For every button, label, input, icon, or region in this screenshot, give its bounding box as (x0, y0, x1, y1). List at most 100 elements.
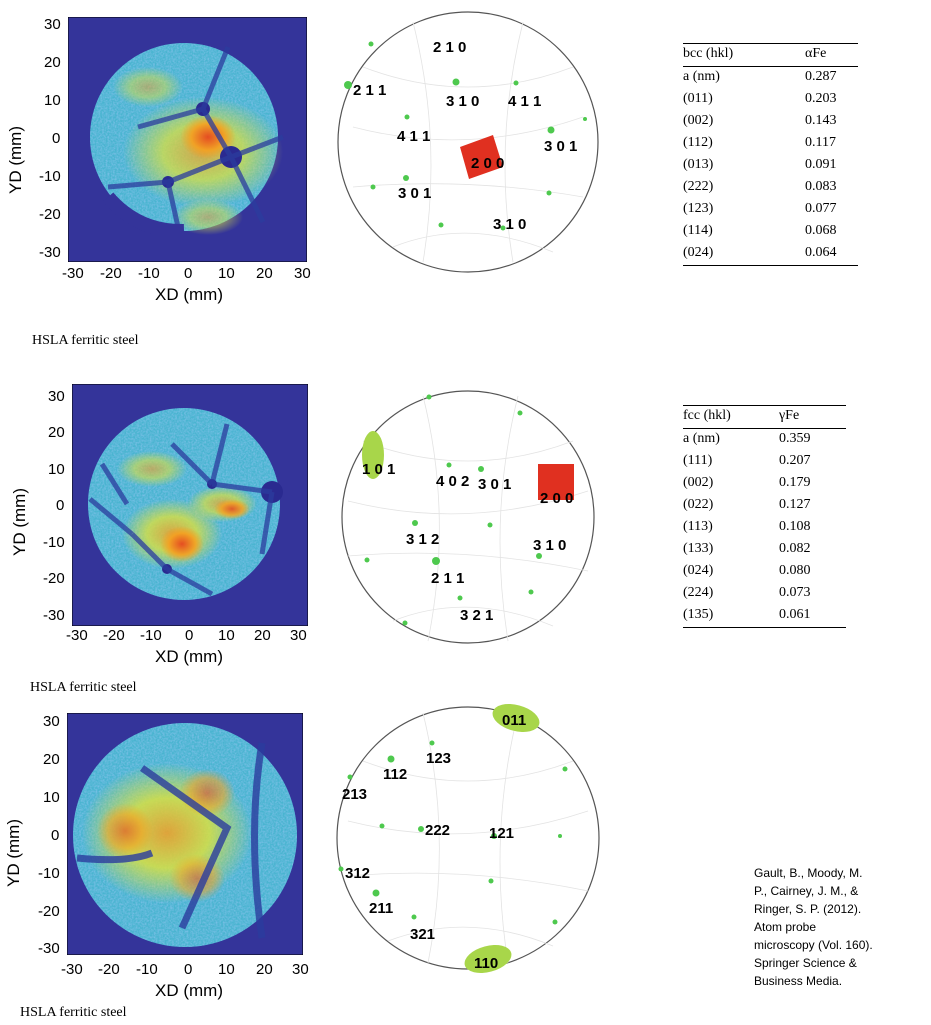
pole-label: 2 0 0 (471, 155, 504, 172)
table-row: (112) 0.117 (683, 135, 836, 150)
pole-label: 2 1 0 (433, 39, 466, 56)
y-tick: 30 (48, 388, 65, 405)
reference-line: microscopy (Vol. 160). (754, 938, 873, 952)
y-tick: -10 (38, 865, 60, 882)
pole-label: 4 0 2 (436, 473, 469, 490)
col-header: bcc (hkl) (683, 43, 805, 67)
detector-map (67, 713, 303, 955)
x-tick: -30 (66, 627, 88, 644)
table-row: (111) 0.207 (683, 453, 811, 468)
x-tick: -20 (98, 961, 120, 978)
x-tick: -20 (100, 265, 122, 282)
table-row: (024) 0.080 (683, 563, 811, 578)
table-row: (123) 0.077 (683, 201, 837, 216)
pole-label: 222 (425, 822, 450, 839)
y-tick: -20 (43, 570, 65, 587)
table-row: (013) 0.091 (683, 157, 837, 172)
pole-label: 110 (474, 955, 498, 972)
pole-label: 4 1 1 (508, 93, 541, 110)
col-header: γFe (779, 405, 846, 429)
y-tick: 10 (44, 92, 61, 109)
y-tick: -30 (43, 607, 65, 624)
table-row: (002) 0.143 (683, 113, 837, 128)
table-row: (222) 0.083 (683, 179, 837, 194)
y-tick: 20 (43, 751, 60, 768)
x-tick: -10 (138, 265, 160, 282)
x-tick: 10 (218, 961, 235, 978)
y-tick: 10 (48, 461, 65, 478)
x-tick: 30 (292, 961, 309, 978)
y-tick: -20 (39, 206, 61, 223)
reference: Gault, B., Moody, M. P., Cairney, J. M.,… (754, 864, 873, 990)
pole-figure: 011 123 112 213 222 121 312 211 321 110 (336, 703, 600, 974)
x-tick: 30 (290, 627, 307, 644)
pole-label: 312 (345, 865, 370, 882)
x-tick: 20 (254, 627, 271, 644)
x-tick: -20 (103, 627, 125, 644)
table-row: a (nm) 0.359 (683, 431, 811, 446)
x-tick: 0 (184, 961, 193, 978)
pole-figure: 1 0 1 4 0 2 3 0 1 2 0 0 3 1 2 3 1 0 2 1 … (341, 390, 595, 644)
table-row: (011) 0.203 (683, 91, 837, 106)
x-tick: 10 (218, 265, 235, 282)
y-tick: -20 (38, 903, 60, 920)
y-tick: -30 (38, 940, 60, 957)
y-tick: -10 (39, 168, 61, 185)
y-tick: 0 (52, 130, 61, 147)
table-row: (135) 0.061 (683, 605, 846, 628)
y-tick: 30 (44, 16, 61, 33)
detector-map (68, 17, 307, 262)
y-tick: 0 (51, 827, 60, 844)
reference-line: Atom probe (754, 920, 817, 934)
table-row: (022) 0.127 (683, 497, 811, 512)
reference-line: P., Cairney, J. M., & (754, 884, 859, 898)
pole-label: 213 (342, 786, 367, 803)
pole-label: 3 1 0 (533, 537, 566, 554)
pole-label: 2 1 1 (353, 82, 386, 99)
y-tick: -30 (39, 244, 61, 261)
x-tick: 10 (218, 627, 235, 644)
x-tick: 30 (294, 265, 311, 282)
y-tick: 20 (44, 54, 61, 71)
pole-label: 3 1 0 (493, 216, 526, 233)
pole-label: 3 0 1 (398, 185, 431, 202)
x-tick: -30 (62, 265, 84, 282)
table-row: (113) 0.108 (683, 519, 811, 534)
y-tick: 30 (43, 713, 60, 730)
lattice-table: fcc (hkl) γFe a (nm) 0.359 (111) 0.207 (00… (683, 405, 846, 628)
caption: HSLA ferritic steel (30, 680, 137, 695)
caption: HSLA ferritic steel (20, 1005, 127, 1020)
y-tick: -10 (43, 534, 65, 551)
table-row: (024) 0.064 (683, 243, 858, 266)
pole-label: 2 1 1 (431, 570, 464, 587)
pole-label: 123 (426, 750, 451, 767)
y-tick: 0 (56, 497, 65, 514)
pole-label: 321 (410, 926, 435, 943)
pole-label: 2 0 0 (540, 490, 573, 507)
x-tick: 0 (184, 265, 193, 282)
x-tick: 20 (256, 265, 273, 282)
pole-figure: 2 1 0 2 1 1 3 1 0 4 1 1 4 1 1 3 0 1 2 0 … (337, 11, 599, 273)
table-row: a (nm) 0.287 (683, 69, 837, 84)
pole-label: 011 (502, 712, 526, 729)
detector-map (72, 384, 308, 626)
x-tick: -10 (140, 627, 162, 644)
reference-line: Gault, B., Moody, M. (754, 866, 863, 880)
x-tick: 0 (185, 627, 194, 644)
pole-label: 3 2 1 (460, 607, 493, 624)
lattice-table: bcc (hkl) αFe a (nm) 0.287 (011) 0.203 (00… (683, 43, 858, 266)
x-axis-label: XD (mm) (155, 285, 223, 304)
pole-label: 3 0 1 (544, 138, 577, 155)
y-axis-label: YD (mm) (9, 488, 29, 556)
reference-line: Springer Science & (754, 956, 857, 970)
pole-label: 3 1 2 (406, 531, 439, 548)
pole-label: 3 0 1 (478, 476, 511, 493)
pole-label: 3 1 0 (446, 93, 479, 110)
caption: HSLA ferritic steel (32, 333, 139, 348)
pole-label: 4 1 1 (397, 128, 430, 145)
pole-label: 112 (383, 766, 407, 783)
y-axis-label: YD (mm) (5, 126, 25, 194)
x-axis-label: XD (mm) (155, 981, 223, 1000)
y-axis-label: YD (mm) (3, 819, 23, 887)
y-tick: 10 (43, 789, 60, 806)
